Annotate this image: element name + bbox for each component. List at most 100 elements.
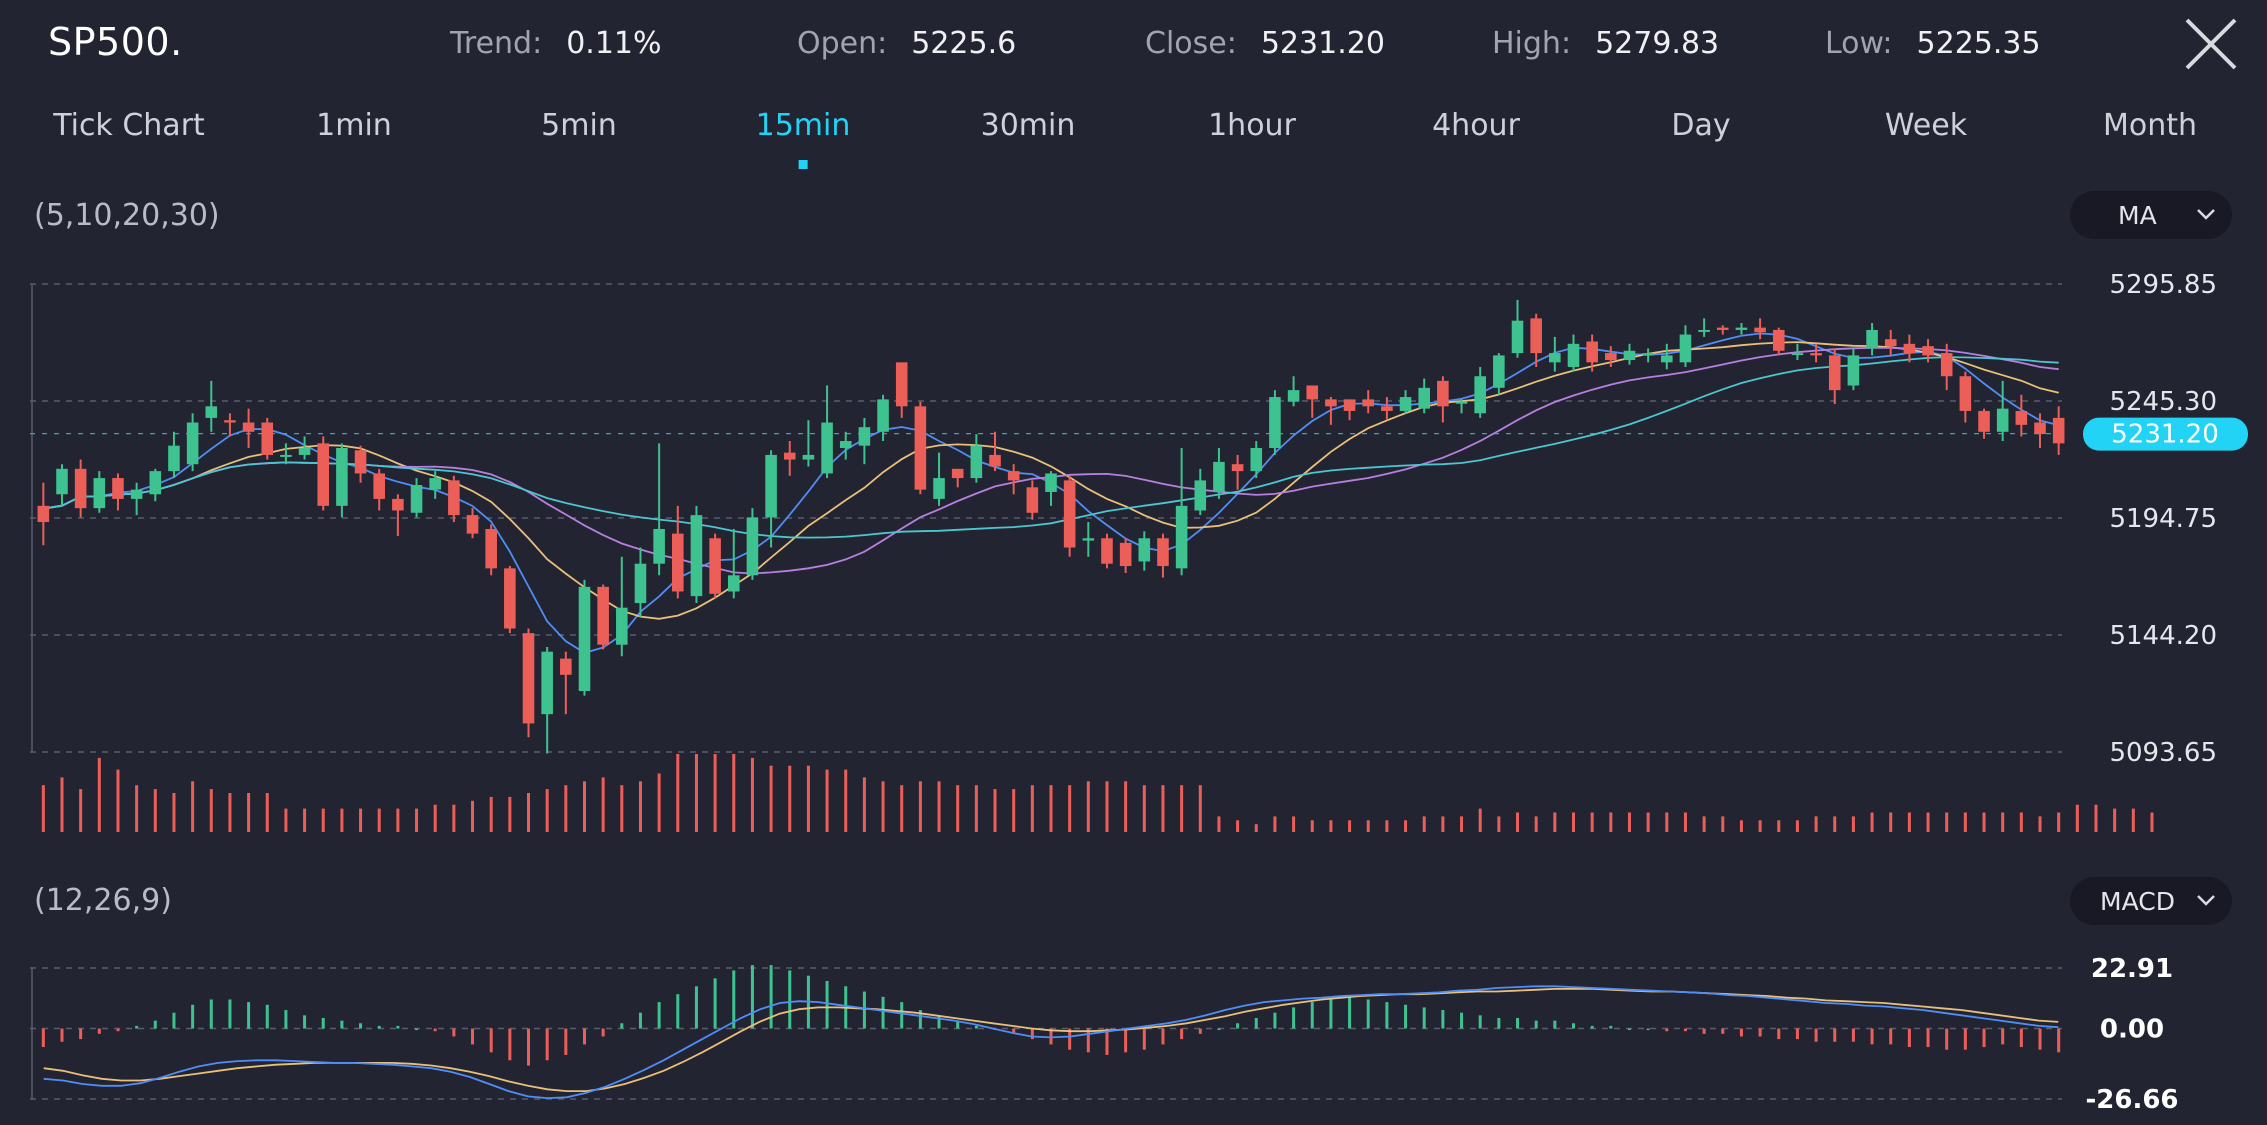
macd-histogram-bar (471, 1028, 475, 1045)
price-tick-label: 5245.30 (2109, 387, 2217, 417)
candle-body (672, 533, 684, 592)
candle-body (149, 471, 162, 495)
tab-30min[interactable]: 30min (980, 108, 1076, 143)
candle-body (858, 427, 871, 446)
macd-histogram-bar (1516, 1017, 1520, 1029)
macd-histogram-bar (396, 1025, 400, 1029)
candle-body (1231, 464, 1244, 472)
candle-body (336, 447, 348, 506)
tab-1hour[interactable]: 1hour (1208, 108, 1296, 143)
macd-histogram-bar (1030, 1028, 1034, 1040)
macd-histogram-bar (900, 1002, 904, 1029)
macd-histogram-bar (1982, 1028, 1986, 1048)
candle-body (839, 441, 852, 448)
quote-header: SP500. Trend: 0.11% Open: 5225.6 Close: 523… (0, 0, 2267, 90)
tab-tick-chart[interactable]: Tick Chart (53, 108, 205, 143)
macd-histogram-bar (1404, 1004, 1408, 1029)
candle-body (1418, 387, 1430, 409)
candle-body (448, 480, 460, 516)
volume-bar (732, 754, 736, 832)
tab-day[interactable]: Day (1671, 108, 1731, 143)
candle-body (1754, 327, 1766, 333)
macd-histogram-bar (1945, 1028, 1949, 1050)
macd-histogram-bar (321, 1017, 325, 1029)
volume-bar (825, 769, 829, 832)
macd-histogram-bar (2038, 1028, 2042, 1050)
candle-body (168, 445, 180, 472)
volume-bar (713, 754, 717, 832)
current-price-label: 5231.20 (2111, 420, 2219, 450)
tab-month[interactable]: Month (2102, 108, 2198, 143)
macd-histogram-bar (1683, 1028, 1687, 1032)
chevron-down-icon (2197, 895, 2215, 906)
macd-histogram-bar (1049, 1028, 1053, 1045)
volume-bar (1721, 816, 1725, 832)
candle-body (802, 454, 815, 460)
candle-body (1847, 355, 1860, 386)
volume-bar (937, 781, 941, 832)
macd-histogram-bar (1627, 1028, 1631, 1031)
close-stat: Close: 5231.20 (1145, 26, 1385, 61)
volume-bar (1926, 812, 1930, 832)
open-stat: Open: 5225.6 (797, 26, 1016, 61)
macd-histogram-bar (732, 970, 736, 1029)
macd-histogram-bar (1180, 1028, 1184, 1040)
macd-histogram-bar (527, 1028, 531, 1066)
candle-body (989, 454, 1001, 467)
volume-bar (1460, 816, 1464, 832)
macd-histogram-bar (1926, 1028, 1930, 1048)
macd-histogram-bar (1161, 1028, 1165, 1045)
volume-bar (1758, 820, 1762, 832)
volume-bar (1833, 816, 1837, 832)
volume-bar (228, 793, 232, 832)
volume-bar (769, 765, 773, 832)
volume-bar (1571, 812, 1575, 832)
candle-body (429, 478, 441, 490)
tab-week[interactable]: Week (1884, 108, 1968, 143)
candle-body (1567, 343, 1580, 367)
candle-body (1791, 353, 1804, 356)
macd-histogram-bar (881, 996, 885, 1029)
candle-body (1623, 350, 1636, 361)
macd-histogram-bar (247, 1002, 251, 1029)
volume-bar (1049, 785, 1053, 832)
tab-5min[interactable]: 5min (541, 108, 617, 143)
volume-bar (1180, 785, 1184, 832)
macd-histogram-bar (638, 1012, 642, 1029)
candle-body (1045, 473, 1057, 492)
volume-bar (2094, 804, 2098, 832)
candle-body (690, 515, 703, 597)
tab-4hour[interactable]: 4hour (1432, 108, 1520, 143)
macd-histogram-bar (582, 1028, 586, 1045)
ma-indicator-select[interactable]: MA (2070, 191, 2232, 239)
close-button[interactable] (2179, 12, 2243, 76)
ma10-line (43, 341, 2059, 620)
macd-tick-label: 0.00 (2100, 1015, 2164, 1045)
volume-bar (620, 785, 624, 832)
volume-bar (79, 789, 83, 832)
candle-body (130, 489, 143, 499)
macd-select-label: MACD (2100, 887, 2175, 916)
volume-bar (1516, 812, 1520, 832)
candle-body (2015, 410, 2028, 425)
macd-histogram-bar (1236, 1023, 1240, 1029)
macd-histogram-bar (433, 1028, 437, 1032)
macd-histogram-bar (564, 1028, 568, 1055)
volume-bar (1217, 816, 1221, 832)
candle-body (1269, 397, 1281, 448)
macd-histogram-bar (1273, 1012, 1277, 1029)
tab-15min[interactable]: 15min (755, 108, 851, 169)
volume-bar (993, 789, 997, 832)
macd-indicator-select[interactable]: MACD (2070, 877, 2232, 925)
candle-body (1549, 353, 1561, 363)
volume-bar (1161, 785, 1165, 832)
candle-body (933, 478, 945, 499)
tab-1min[interactable]: 1min (316, 108, 392, 143)
tab-15min-label: 15min (755, 108, 851, 143)
candle-body (37, 505, 50, 523)
macd-histogram-bar (265, 1004, 269, 1029)
macd-histogram-bar (1385, 1002, 1389, 1029)
volume-bar (862, 777, 866, 832)
candle-body (1661, 355, 1673, 363)
